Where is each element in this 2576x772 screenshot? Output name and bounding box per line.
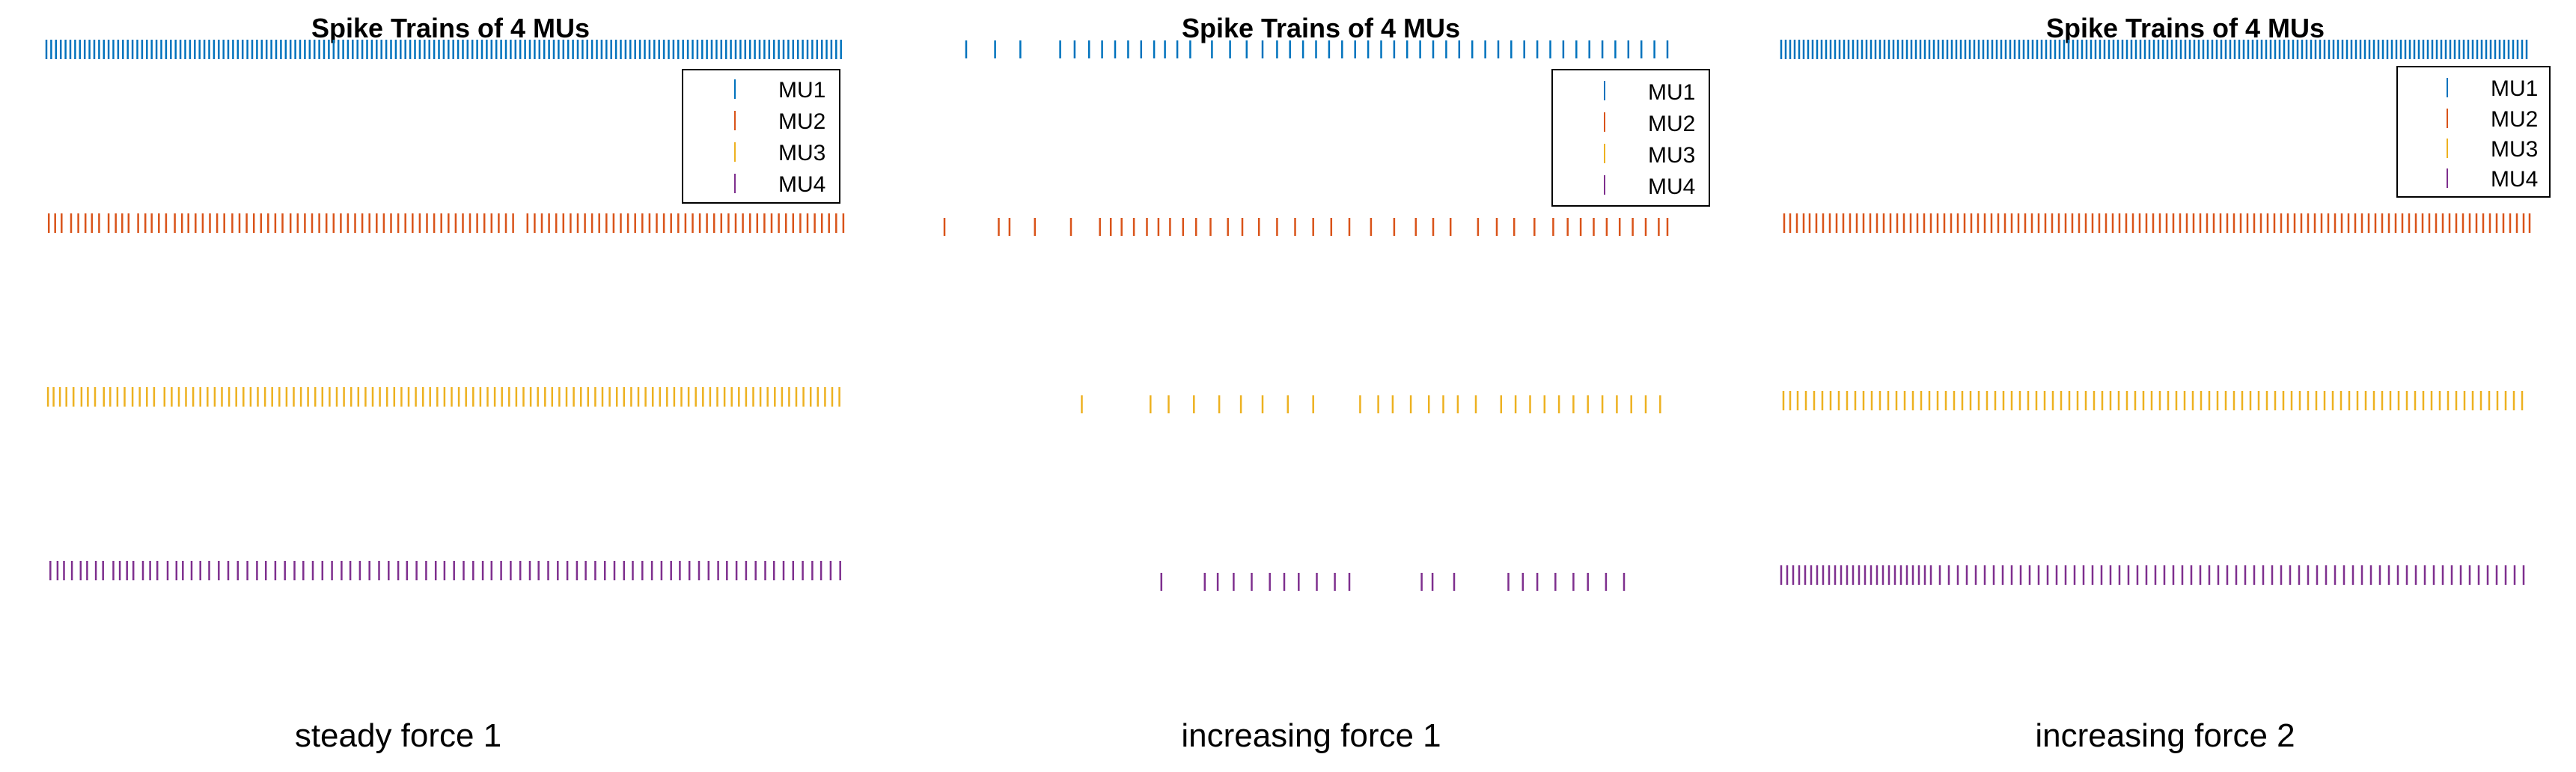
spike-train-mu4 xyxy=(1780,565,2525,585)
panel-2-legend-label-mu1: MU1 xyxy=(1648,80,1695,105)
panel-2-legend-label-mu2: MU2 xyxy=(1648,112,1695,136)
panel-1-legend-entry-mu2: MU2 xyxy=(734,109,825,134)
panel-1-legend-box xyxy=(682,69,840,204)
panel-2-legend-entry-mu2: MU2 xyxy=(1604,112,1695,136)
panel-1-caption: steady force 1 xyxy=(295,717,501,754)
panel-2-spikes xyxy=(943,40,1669,591)
panel-1-spikes xyxy=(45,40,845,580)
panel-3-legend-label-mu4: MU4 xyxy=(2491,167,2538,192)
panel-3-spikes xyxy=(1780,40,2531,585)
panel-3-legend-label-mu3: MU3 xyxy=(2491,137,2538,162)
spike-train-mu2 xyxy=(47,213,845,233)
spike-train-mu1 xyxy=(1780,40,2528,59)
panel-2-legend-box xyxy=(1551,69,1710,207)
panel-1-legend-label-mu1: MU1 xyxy=(778,78,825,103)
raster-panel-3: Spike Trains of 4 MUs MU1 MU2 MU3 MU4 in… xyxy=(1780,13,2551,754)
panel-3-title: Spike Trains of 4 MUs xyxy=(2046,13,2325,43)
panel-3-legend: MU1 MU2 MU3 MU4 xyxy=(2396,66,2551,198)
panel-2-legend-entry-mu1: MU1 xyxy=(1604,80,1695,105)
spike-train-mu2 xyxy=(1783,213,2531,233)
panel-1-legend-label-mu2: MU2 xyxy=(778,109,825,134)
panel-3-legend-entry-mu2: MU2 xyxy=(2447,107,2538,132)
panel-2-legend-label-mu3: MU3 xyxy=(1648,143,1695,168)
panel-2-legend-entry-mu3: MU3 xyxy=(1604,143,1695,168)
spike-train-mu3 xyxy=(1081,395,1661,413)
panel-3-legend-entry-mu1: MU1 xyxy=(2447,76,2538,101)
panel-2-legend-label-mu4: MU4 xyxy=(1648,174,1695,199)
spike-train-mu3 xyxy=(1782,391,2524,410)
panel-1-legend: MU1 MU2 MU3 MU4 xyxy=(682,69,840,204)
panel-1-legend-label-mu4: MU4 xyxy=(778,172,825,197)
panel-2-legend: MU1 MU2 MU3 MU4 xyxy=(1551,69,1710,207)
panel-3-legend-entry-mu4: MU4 xyxy=(2447,167,2538,192)
panel-1-legend-entry-mu4: MU4 xyxy=(734,172,825,197)
panel-3-legend-entry-mu3: MU3 xyxy=(2447,137,2538,162)
panel-3-legend-label-mu1: MU1 xyxy=(2491,76,2538,101)
panel-3-legend-label-mu2: MU2 xyxy=(2491,107,2538,132)
panel-3-caption: increasing force 2 xyxy=(2035,717,2295,754)
panel-2-title: Spike Trains of 4 MUs xyxy=(1182,13,1460,43)
panel-1-legend-entry-mu1: MU1 xyxy=(734,78,825,103)
panel-2-caption: increasing force 1 xyxy=(1181,717,1441,754)
panel-2-legend-entry-mu4: MU4 xyxy=(1604,174,1695,199)
spike-train-mu3 xyxy=(46,387,840,407)
panel-3-legend-box xyxy=(2396,66,2551,198)
panel-1-legend-label-mu3: MU3 xyxy=(778,141,825,165)
panel-1-title: Spike Trains of 4 MUs xyxy=(311,13,590,43)
raster-panel-1: Spike Trains of 4 MUs MU1 MU2 MU3 MU4 st… xyxy=(45,13,845,754)
spike-train-mu1 xyxy=(965,40,1669,58)
spike-train-mu4 xyxy=(49,561,841,580)
spike-train-mu4 xyxy=(1160,573,1626,591)
spike-train-mu1 xyxy=(45,40,842,59)
spike-train-mu2 xyxy=(943,218,1669,236)
panel-1-legend-entry-mu3: MU3 xyxy=(734,141,825,165)
raster-panel-2: Spike Trains of 4 MUs MU1 MU2 MU3 MU4 in… xyxy=(943,13,1710,754)
